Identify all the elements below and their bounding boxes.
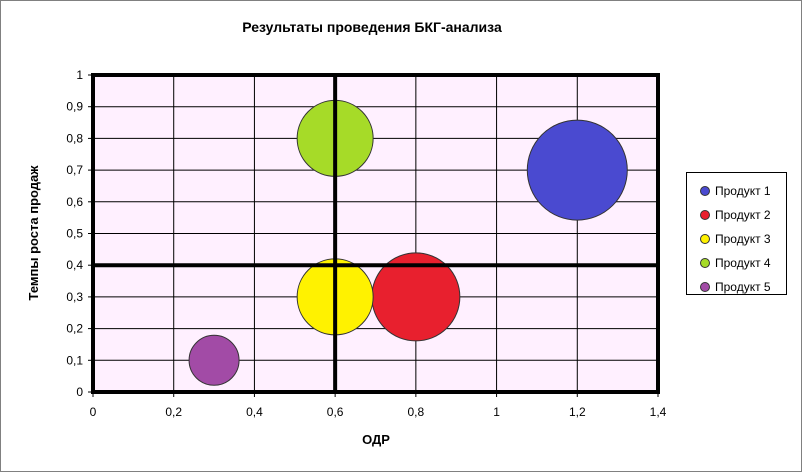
y-tick-label-4: 0,4 <box>66 258 83 272</box>
quadrant-lines <box>93 75 658 392</box>
y-axis-ticks: 0 0,1 0,2 0,3 0,4 0,5 0,6 0,7 0,8 0,9 1 <box>66 68 93 399</box>
bubbles <box>188 99 628 386</box>
x-tick-label-3: 0,6 <box>327 405 344 419</box>
legend-label-4: Продукт 4 <box>715 256 771 270</box>
legend: Продукт 1 Продукт 2 Продукт 3 Продукт 4 Прод… <box>686 172 787 295</box>
y-tick-label-0: 0 <box>76 385 83 399</box>
y-tick-label-1: 0,1 <box>66 353 83 367</box>
legend-marker-1 <box>700 186 710 196</box>
x-tick-label-6: 1,2 <box>569 405 586 419</box>
x-tick-label-2: 0,4 <box>246 405 263 419</box>
legend-item-4: Продукт 4 <box>700 251 786 275</box>
y-tick-label-5: 0,5 <box>66 227 83 241</box>
legend-marker-5 <box>700 282 710 292</box>
x-tick-label-7: 1,4 <box>650 405 667 419</box>
legend-label-5: Продукт 5 <box>715 280 771 294</box>
legend-label-2: Продукт 2 <box>715 208 771 222</box>
y-tick-label-10: 1 <box>76 68 83 82</box>
legend-item-5: Продукт 5 <box>700 275 786 299</box>
legend-item-3: Продукт 3 <box>700 227 786 251</box>
y-tick-label-3: 0,3 <box>66 290 83 304</box>
x-tick-label-4: 0,8 <box>408 405 425 419</box>
x-tick-label-0: 0 <box>90 405 97 419</box>
chart-title: Результаты проведения БКГ-анализа <box>242 19 502 35</box>
x-tick-label-1: 0,2 <box>165 405 182 419</box>
x-axis-label: ОДР <box>362 432 390 447</box>
legend-label-1: Продукт 1 <box>715 184 771 198</box>
y-tick-label-8: 0,8 <box>66 131 83 145</box>
bubble-5 <box>188 334 240 386</box>
x-tick-label-5: 1 <box>493 405 500 419</box>
y-tick-label-7: 0,7 <box>66 163 83 177</box>
y-tick-label-9: 0,9 <box>66 100 83 114</box>
legend-item-1: Продукт 1 <box>700 179 786 203</box>
y-axis-label: Темпы роста продаж <box>26 165 41 301</box>
y-tick-label-6: 0,6 <box>66 195 83 209</box>
legend-item-2: Продукт 2 <box>700 203 786 227</box>
bubble-1 <box>526 119 628 221</box>
legend-label-3: Продукт 3 <box>715 232 771 246</box>
x-axis-ticks: 0 0,2 0,4 0,6 0,8 1 1,2 1,4 <box>90 392 667 419</box>
legend-marker-3 <box>700 234 710 244</box>
legend-marker-4 <box>700 258 710 268</box>
legend-marker-2 <box>700 210 710 220</box>
y-tick-label-2: 0,2 <box>66 322 83 336</box>
